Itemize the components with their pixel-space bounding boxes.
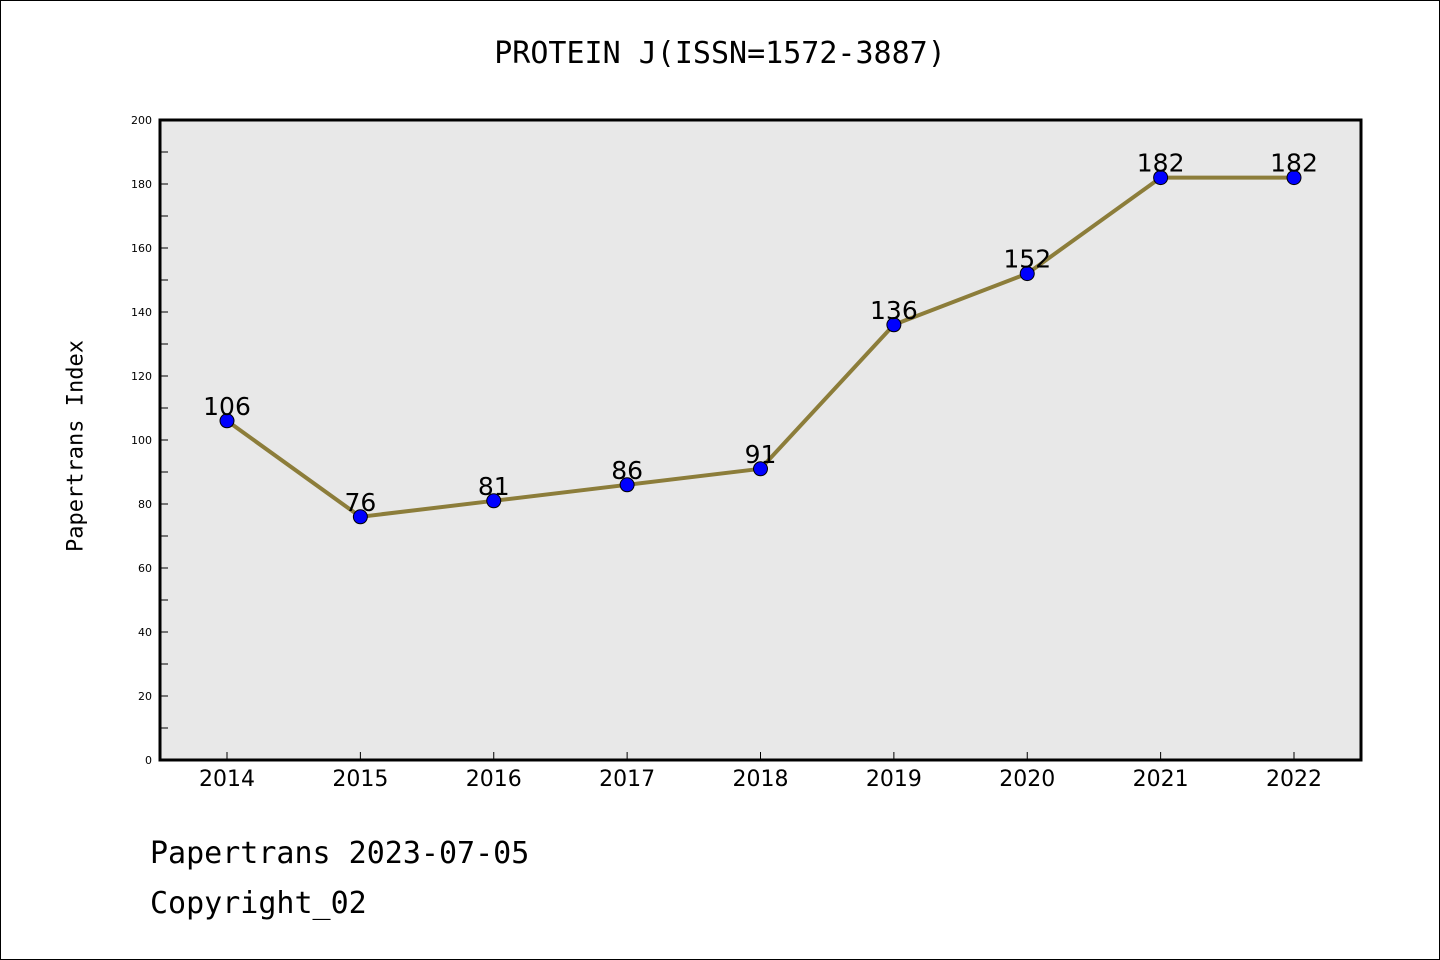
data-point (1019, 266, 1035, 282)
y-tick-label: 100 (131, 434, 152, 447)
y-tick-label: 40 (138, 626, 152, 639)
data-label: 182 (1270, 149, 1318, 178)
data-point (619, 477, 635, 493)
data-point (1286, 170, 1302, 186)
data-point (219, 413, 235, 429)
y-tick-label: 0 (145, 754, 152, 767)
x-tick-label: 2014 (199, 767, 255, 792)
y-tick-label: 120 (131, 370, 152, 383)
x-tick-label: 2022 (1266, 767, 1322, 792)
data-labels: 106 76 81 86 91 136 152 182 182 (203, 149, 1318, 517)
x-axis-ticks: 2014 2015 2016 2017 2018 2019 2020 2021 2022 (199, 752, 1322, 792)
y-tick-label: 140 (131, 306, 152, 319)
x-tick-label: 2015 (332, 767, 388, 792)
x-tick-label: 2017 (599, 767, 655, 792)
plot-area (160, 120, 1361, 760)
plot-border (158, 118, 1363, 762)
data-label: 81 (478, 472, 510, 501)
y-tick-label: 180 (131, 178, 152, 191)
data-point (352, 509, 368, 525)
y-tick-label: 200 (131, 114, 152, 127)
x-tick-label: 2016 (466, 767, 522, 792)
y-tick-label: 160 (131, 242, 152, 255)
data-label: 106 (203, 392, 251, 421)
footer-copyright: Copyright_02 (150, 886, 367, 921)
data-point (886, 317, 902, 333)
data-point (753, 461, 768, 477)
x-tick-label: 2020 (999, 767, 1055, 792)
data-label: 182 (1137, 149, 1185, 178)
footer-source-date: Papertrans 2023-07-05 (150, 836, 530, 871)
data-label: 76 (344, 488, 376, 517)
y-tick-label: 20 (138, 690, 152, 703)
y-tick-label: 80 (138, 498, 152, 511)
chart-title: PROTEIN J(ISSN=1572-3887) (494, 36, 946, 71)
data-label: 136 (870, 296, 918, 325)
x-tick-label: 2021 (1133, 767, 1189, 792)
data-point (486, 493, 502, 509)
x-tick-label: 2018 (733, 767, 789, 792)
data-point (1153, 170, 1169, 186)
data-label: 152 (1003, 245, 1051, 274)
data-label: 86 (611, 456, 643, 485)
data-markers (219, 170, 1302, 525)
data-label: 91 (745, 440, 777, 469)
x-tick-label: 2019 (866, 767, 922, 792)
y-tick-label: 60 (138, 562, 152, 575)
